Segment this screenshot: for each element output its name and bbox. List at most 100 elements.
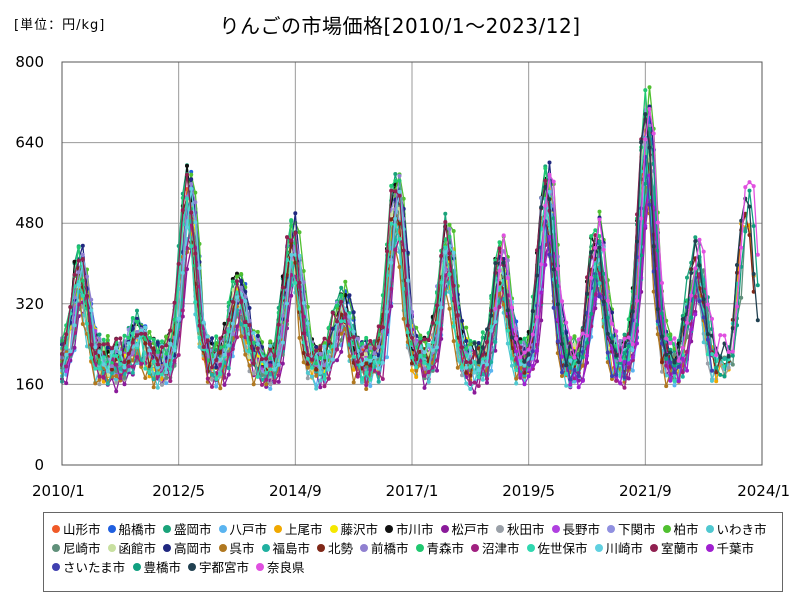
data-point — [547, 197, 552, 202]
data-point — [635, 341, 639, 346]
data-point — [239, 278, 244, 283]
data-point — [339, 293, 344, 298]
data-point — [239, 322, 244, 327]
data-point — [372, 355, 377, 360]
data-point — [114, 362, 119, 367]
data-point — [685, 320, 689, 325]
data-point — [322, 336, 327, 341]
data-point — [635, 239, 639, 244]
legend: 山形市 船橋市 盛岡市 八戸市 上尾市 藤沢市 市川市 松戸市 秋田市 長野市 下関市 柏市 いわき市尼… — [43, 512, 783, 592]
data-point — [360, 352, 364, 357]
data-point — [597, 234, 602, 239]
data-point — [555, 302, 560, 307]
data-point — [460, 345, 464, 350]
data-point — [155, 385, 160, 390]
data-point — [305, 365, 310, 370]
data-point — [547, 160, 552, 165]
legend-label: 川崎市 — [605, 541, 644, 556]
data-point — [447, 227, 452, 231]
data-point — [285, 257, 289, 262]
data-point — [530, 349, 535, 354]
data-point — [147, 348, 152, 353]
data-point — [751, 272, 756, 276]
data-point — [514, 349, 519, 354]
data-point — [647, 145, 652, 150]
data-point — [193, 190, 198, 195]
data-point — [255, 374, 260, 379]
data-point — [139, 364, 144, 369]
data-point — [455, 343, 460, 348]
data-point — [360, 362, 364, 367]
data-point — [210, 377, 214, 382]
data-point — [589, 311, 594, 316]
data-point — [364, 383, 369, 388]
data-point — [168, 379, 173, 383]
data-point — [347, 354, 352, 359]
y-axis-ticks: 0 160 320 480 640 800 — [15, 53, 44, 474]
data-point — [493, 306, 498, 311]
data-point — [351, 329, 356, 334]
data-point — [472, 390, 477, 395]
data-point — [664, 352, 669, 357]
data-point — [497, 305, 502, 309]
data-point — [739, 295, 744, 300]
data-point — [268, 372, 273, 376]
data-point — [164, 381, 169, 386]
data-point — [314, 361, 319, 366]
data-point — [364, 361, 369, 366]
data-point — [430, 348, 435, 353]
data-point — [326, 339, 331, 344]
legend-marker — [163, 524, 171, 533]
data-point — [185, 225, 189, 230]
data-point — [264, 382, 269, 387]
data-point — [155, 362, 160, 367]
data-point — [376, 344, 381, 349]
x-tick-label: 2019/5 — [502, 482, 555, 500]
legend-marker — [705, 524, 714, 533]
data-point — [560, 342, 564, 346]
data-point — [430, 321, 435, 325]
data-point — [718, 355, 723, 360]
data-point — [605, 298, 610, 303]
data-point — [505, 308, 510, 313]
data-point — [164, 334, 169, 339]
data-point — [435, 358, 439, 363]
legend-marker — [594, 543, 603, 552]
data-point — [426, 342, 431, 347]
data-point — [339, 319, 344, 324]
data-point — [255, 329, 260, 334]
data-point — [80, 293, 85, 298]
data-point — [622, 332, 627, 337]
data-point — [555, 266, 560, 271]
data-point — [97, 332, 102, 337]
data-point — [185, 196, 189, 201]
data-point — [205, 334, 210, 339]
data-point — [80, 278, 85, 283]
data-point — [576, 374, 581, 378]
data-point — [647, 107, 652, 111]
data-point — [539, 318, 544, 323]
data-point — [605, 315, 610, 320]
data-point — [547, 172, 552, 177]
data-point — [660, 311, 664, 316]
data-point — [522, 350, 527, 355]
data-point — [405, 323, 410, 328]
legend-label: 北勢 — [328, 541, 354, 556]
data-point — [376, 324, 381, 329]
series-points — [472, 112, 760, 368]
data-point — [464, 346, 469, 351]
data-point — [226, 366, 231, 371]
data-point — [522, 366, 527, 371]
data-point — [676, 379, 681, 383]
data-point — [218, 362, 223, 367]
data-point — [522, 382, 527, 387]
data-point — [285, 318, 289, 323]
data-point — [626, 335, 631, 340]
data-point — [380, 377, 385, 381]
data-point — [310, 357, 314, 362]
data-point — [155, 350, 160, 354]
data-point — [705, 302, 710, 307]
data-point — [726, 350, 731, 354]
data-point — [535, 273, 539, 278]
line-chart: 0 160 320 480 640 800 2010/1 2012/5 2014/9 2017/… — [15, 53, 790, 500]
